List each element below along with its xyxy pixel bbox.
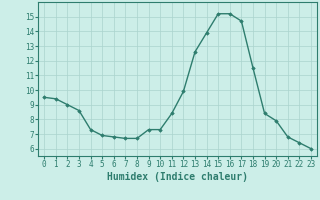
X-axis label: Humidex (Indice chaleur): Humidex (Indice chaleur) [107, 172, 248, 182]
